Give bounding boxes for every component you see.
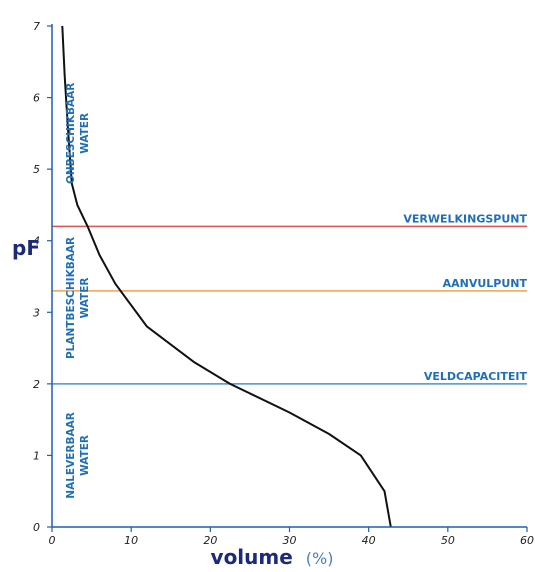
y-tick-label-7: 7 xyxy=(33,20,40,33)
x-axis-unit: (%) xyxy=(306,549,334,568)
zone-label-1-1: WATER xyxy=(79,278,91,319)
y-tick-label-1: 1 xyxy=(33,449,40,462)
zone-label-0-1: WATER xyxy=(79,113,91,154)
y-tick-label-0: 0 xyxy=(33,521,40,534)
x-tick-label-5: 50 xyxy=(441,534,455,547)
zone-label-2-0: NALEVERBAAR xyxy=(65,412,77,499)
hline-label-1: AANVULPUNT xyxy=(443,277,528,290)
y-tick-label-6: 6 xyxy=(33,92,40,105)
tick-labels: 0 1 2 3 4 5 6 7 0 10 20 30 40 50 60 xyxy=(33,20,534,547)
zone-label-1-0: PLANTBESCHIKBAAR xyxy=(65,237,77,359)
y-tick-label-3: 3 xyxy=(33,306,40,319)
x-axis-label-text: volume xyxy=(211,545,293,569)
zone-label-0-0: ONBESCHIKBAAR xyxy=(65,83,77,184)
zone-label-2-1: WATER xyxy=(79,435,91,476)
x-axis-label: volume (%) xyxy=(211,545,334,569)
x-tick-label-6: 60 xyxy=(520,534,534,547)
x-tick-label-2: 20 xyxy=(203,534,217,547)
x-tick-label-3: 30 xyxy=(283,534,297,547)
hline-label-2: VELDCAPACITEIT xyxy=(424,370,528,383)
retention-curve-0 xyxy=(61,25,392,528)
curve-layer xyxy=(61,25,392,528)
axes xyxy=(51,24,527,528)
hline-label-0: VERWELKINGSPUNT xyxy=(403,212,527,225)
x-tick-label-4: 40 xyxy=(362,534,376,547)
x-tick-label-1: 10 xyxy=(124,534,138,547)
y-tick-label-5: 5 xyxy=(33,163,40,176)
y-tick-label-4: 4 xyxy=(33,235,40,248)
y-axis-label: pF xyxy=(12,236,40,260)
horizontal-reference-lines: VERWELKINGSPUNT AANVULPUNT VELDCAPACITEIT xyxy=(52,212,528,385)
x-tick-label-0: 0 xyxy=(49,534,56,547)
axis-titles: pF volume (%) xyxy=(12,236,333,569)
y-tick-label-2: 2 xyxy=(33,378,40,391)
